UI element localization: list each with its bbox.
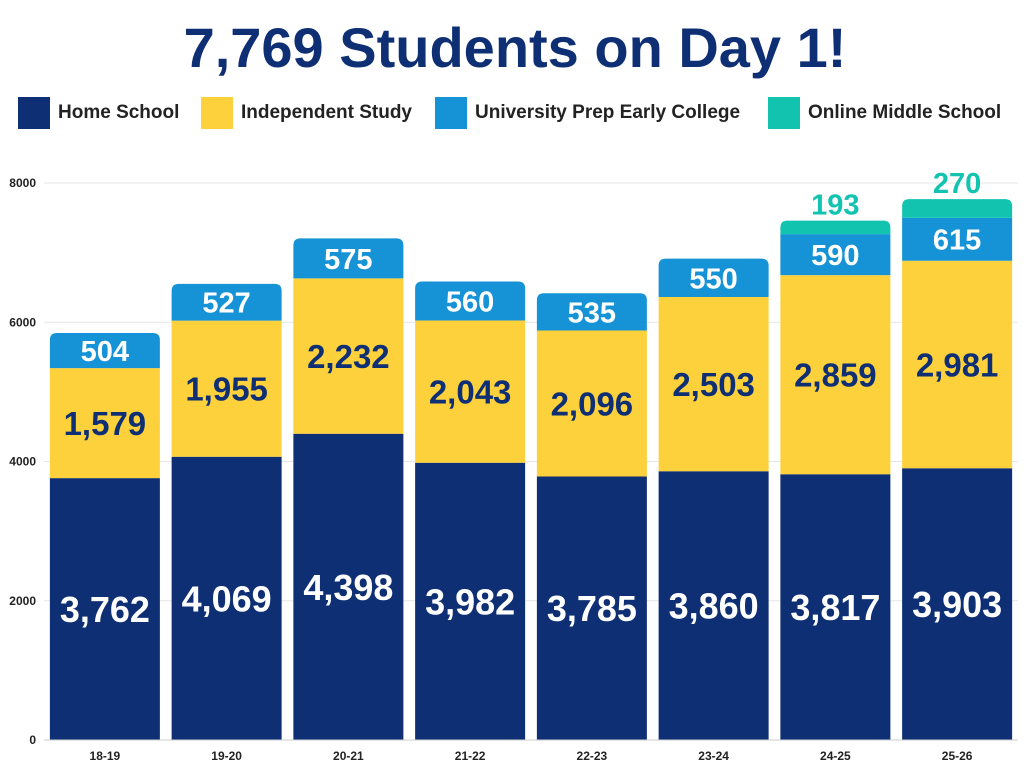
legend-swatch-university-prep — [435, 97, 467, 129]
data-label: 3,860 — [669, 586, 759, 627]
data-label: 1,579 — [64, 405, 147, 442]
bar-segment — [415, 320, 526, 463]
data-label: 3,817 — [790, 587, 880, 628]
data-label: 2,096 — [551, 385, 634, 422]
data-label: 2,859 — [794, 357, 877, 394]
y-tick-label: 8000 — [9, 176, 36, 190]
data-label: 3,762 — [60, 589, 150, 630]
bar-segment — [536, 476, 647, 740]
x-tick-label: 25-26 — [942, 749, 973, 763]
data-label: 1,955 — [185, 371, 268, 408]
bar-segment — [658, 296, 769, 472]
data-label: 535 — [568, 297, 616, 329]
y-tick-label: 6000 — [9, 315, 36, 329]
data-label: 2,503 — [672, 366, 755, 403]
bar-segment — [49, 333, 160, 369]
legend-swatch-independent-study — [201, 97, 233, 129]
bar-segment — [780, 234, 891, 276]
data-label: 2,043 — [429, 374, 512, 411]
data-label: 550 — [689, 263, 737, 295]
bar-segment — [171, 456, 282, 740]
x-tick-label: 19-20 — [211, 749, 242, 763]
data-label: 270 — [933, 168, 981, 200]
data-label: 504 — [81, 336, 129, 368]
data-label: 4,069 — [182, 578, 272, 619]
data-label: 615 — [933, 225, 981, 257]
x-tick-label: 22-23 — [577, 749, 608, 763]
bar-segment — [902, 468, 1013, 740]
bar-segment — [171, 283, 282, 321]
legend: Home School Independent Study University… — [18, 97, 1018, 131]
data-label: 560 — [446, 286, 494, 318]
bar-segment — [902, 217, 1013, 261]
data-label: 193 — [811, 190, 859, 222]
x-tick-label: 21-22 — [455, 749, 486, 763]
y-tick-label: 4000 — [9, 455, 36, 469]
bar-segment — [415, 281, 526, 321]
bar-segment — [780, 220, 891, 235]
bar-segment — [658, 471, 769, 740]
data-label: 3,982 — [425, 581, 515, 622]
legend-swatch-online-middle-school — [768, 97, 800, 129]
bar-segment — [293, 238, 404, 279]
bar-segment — [536, 293, 647, 331]
data-label: 590 — [811, 240, 859, 272]
legend-label: Independent Study — [241, 102, 412, 123]
bar-segment — [293, 433, 404, 740]
data-label: 4,398 — [303, 567, 393, 608]
x-tick-label: 20-21 — [333, 749, 364, 763]
x-tick-label: 23-24 — [698, 749, 729, 763]
bar-segment — [658, 258, 769, 297]
data-label: 2,232 — [307, 338, 390, 375]
chart-title: 7,769 Students on Day 1! — [183, 16, 847, 79]
data-label: 3,903 — [912, 584, 1002, 625]
bar-segment — [902, 260, 1013, 469]
bar-segment — [49, 478, 160, 740]
legend-label: Home School — [58, 102, 180, 123]
data-label: 527 — [202, 288, 250, 320]
legend-swatch-home-school — [18, 97, 50, 129]
bar-segment — [293, 278, 404, 434]
bar-segment — [415, 462, 526, 740]
bar-segment — [780, 474, 891, 740]
bar-segment — [902, 199, 1013, 218]
x-tick-label: 24-25 — [820, 749, 851, 763]
data-label: 3,785 — [547, 588, 637, 629]
data-label: 2,981 — [916, 346, 999, 383]
legend-label: Online Middle School — [808, 102, 1002, 123]
stacked-bar-chart: 0 2000 4000 6000 8000 3,762 1,579 504 18-19 4,069… — [9, 168, 1018, 763]
bar-segment — [780, 275, 891, 475]
bar-segment — [171, 320, 282, 457]
bar-segment — [49, 368, 160, 479]
x-tick-label: 18-19 — [90, 749, 121, 763]
bar-segment — [536, 330, 647, 477]
y-tick-label: 2000 — [9, 594, 36, 608]
y-tick-label: 0 — [29, 733, 36, 747]
data-label: 575 — [324, 244, 372, 276]
legend-label: University Prep Early College — [475, 102, 741, 123]
